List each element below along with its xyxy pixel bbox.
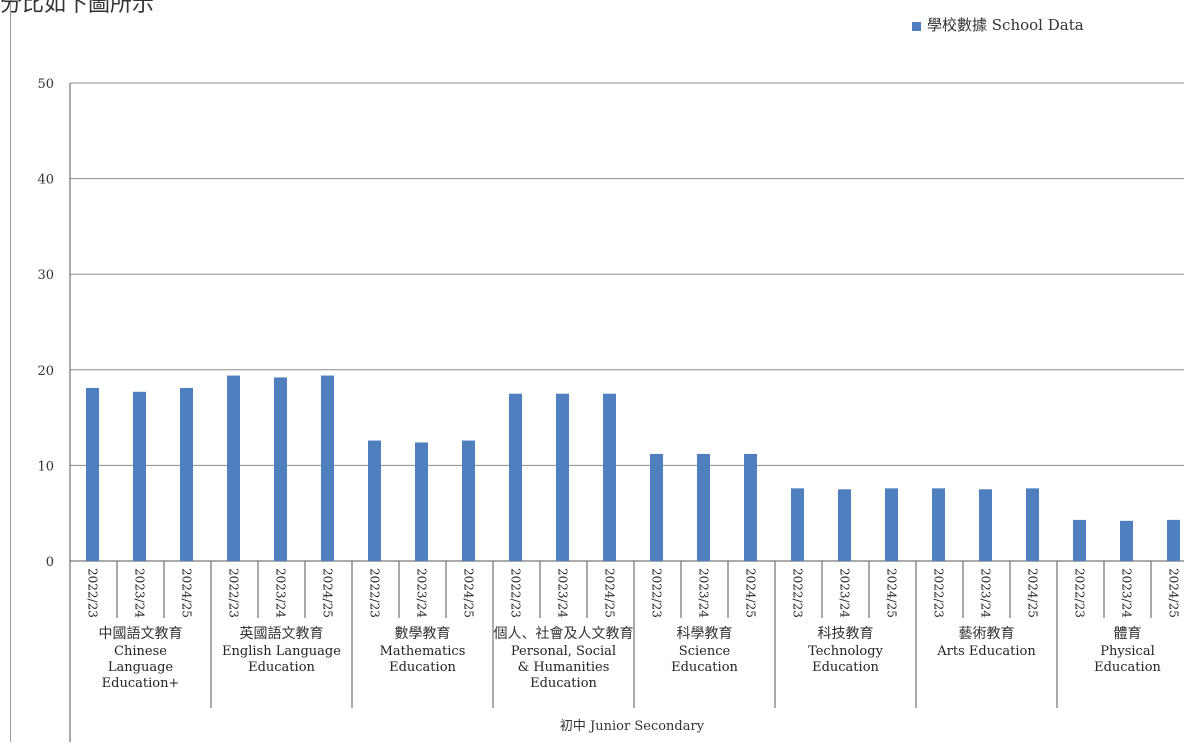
bar [650, 453, 663, 561]
group-label-en: & Humanities [518, 660, 610, 675]
group-label-zh: 中國語文教育 [99, 626, 183, 642]
bar [838, 489, 851, 561]
group-label-en: Education [671, 660, 738, 675]
group-label-en: Chinese [114, 644, 167, 659]
x-tick-label-year: 2024/25 [1026, 568, 1040, 618]
group-label-zh: 體育 [1114, 626, 1142, 642]
x-tick-label-year: 2024/25 [744, 568, 758, 618]
group-label-en: Education [812, 660, 879, 675]
legend-swatch [912, 21, 921, 31]
bar [227, 375, 240, 561]
x-tick-label-year: 2022/23 [227, 568, 241, 618]
x-tick-label-year: 2022/23 [1073, 568, 1087, 618]
x-tick-label-year: 2023/24 [697, 568, 711, 618]
group-label-en: Education [1094, 660, 1161, 675]
group-label-en: Education [530, 676, 597, 691]
y-tick-label: 0 [46, 555, 54, 570]
bar [979, 489, 992, 561]
group-label-en: Language [108, 660, 174, 675]
x-tick-label-year: 2022/23 [791, 568, 805, 618]
x-tick-label-year: 2023/24 [133, 568, 147, 618]
bar [415, 442, 428, 561]
x-tick-label-year: 2022/23 [932, 568, 946, 618]
bar [556, 393, 569, 561]
x-tick-label-year: 2024/25 [885, 568, 899, 618]
x-axis-label: 初中 Junior Secondary [560, 719, 705, 734]
bar [932, 488, 945, 561]
x-tick-label-year: 2023/24 [979, 568, 993, 618]
y-tick-label: 30 [37, 268, 54, 283]
x-tick-label-year: 2022/23 [86, 568, 100, 618]
x-tick-label-year: 2022/23 [509, 568, 523, 618]
bar [321, 375, 334, 561]
bar [368, 440, 381, 561]
bar [133, 391, 146, 561]
group-label-zh: 個人、社會及人文教育 [494, 626, 634, 642]
bar [791, 488, 804, 561]
bar [744, 453, 757, 561]
bar [885, 488, 898, 561]
bar [462, 440, 475, 561]
x-tick-label-year: 2024/25 [180, 568, 194, 618]
group-label-en: Education [389, 660, 456, 675]
y-tick-label: 20 [37, 364, 54, 379]
x-tick-label-year: 2024/25 [603, 568, 617, 618]
group-label-en: Technology [808, 644, 884, 659]
bar [1167, 519, 1180, 561]
group-label-zh: 科學教育 [677, 626, 733, 642]
group-label-en: Arts Education [936, 644, 1036, 659]
group-label-zh: 藝術教育 [959, 626, 1015, 642]
bar [86, 387, 99, 561]
y-tick-label: 50 [37, 77, 54, 92]
legend-label: 學校數據 School Data [927, 16, 1084, 34]
bar [1120, 520, 1133, 561]
group-label-en: English Language [222, 644, 341, 659]
x-tick-label-year: 2023/24 [1120, 568, 1134, 618]
group-label-en: Physical [1100, 644, 1154, 659]
x-tick-label-year: 2024/25 [321, 568, 335, 618]
y-tick-label: 10 [37, 459, 54, 474]
group-label-en: Personal, Social [511, 644, 616, 659]
bar [603, 393, 616, 561]
bar [1026, 488, 1039, 561]
x-tick-label-year: 2023/24 [556, 568, 570, 618]
top-caption-text: 分比如下圖所示 [0, 0, 155, 17]
bar [697, 453, 710, 561]
x-tick-label-year: 2022/23 [650, 568, 664, 618]
bar [509, 393, 522, 561]
chart-legend: 學校數據 School Data [912, 14, 1084, 35]
x-tick-label-year: 2023/24 [274, 568, 288, 618]
x-tick-label-year: 2023/24 [415, 568, 429, 618]
group-label-en: Mathematics [380, 644, 466, 659]
group-label-zh: 科技教育 [818, 626, 874, 642]
bar [274, 377, 287, 561]
x-tick-label-year: 2024/25 [462, 568, 476, 618]
group-label-en: Education [248, 660, 315, 675]
x-tick-label-year: 2023/24 [838, 568, 852, 618]
group-label-en: Education+ [102, 676, 180, 691]
x-tick-label-year: 2022/23 [368, 568, 382, 618]
x-tick-label-year: 2024/25 [1167, 568, 1181, 618]
group-label-zh: 英國語文教育 [240, 625, 324, 642]
group-label-zh: 數學教育 [395, 626, 451, 642]
group-label-en: Science [679, 644, 731, 659]
bar [1073, 519, 1086, 561]
y-tick-label: 40 [37, 173, 54, 188]
bar [180, 387, 193, 561]
left-border-line [10, 0, 11, 742]
